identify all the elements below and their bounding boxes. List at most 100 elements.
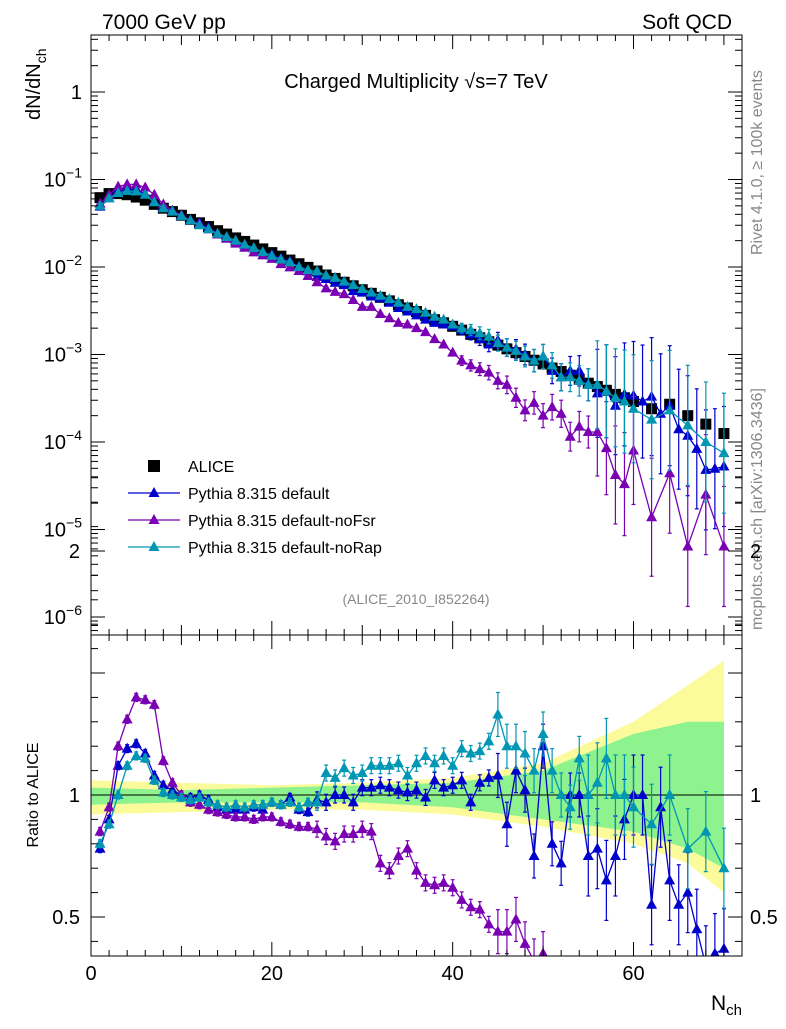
ratio-data-point <box>248 798 260 809</box>
data-point <box>203 223 215 234</box>
data-point <box>664 404 676 415</box>
data-point <box>628 402 639 413</box>
ratio-data-point <box>139 752 151 763</box>
ratio-data-point <box>429 774 441 785</box>
ratio-data-point <box>212 798 224 809</box>
main-y-axis-label: dN/dNch <box>23 49 49 121</box>
ratio-data-point <box>637 789 649 799</box>
ratio-data-point <box>103 801 115 812</box>
data-point <box>591 378 603 389</box>
ratio-data-point <box>609 850 621 860</box>
ytick-base: 10 <box>44 170 66 192</box>
data-point <box>646 413 658 424</box>
data-point <box>302 264 314 275</box>
ratio-data-point <box>447 779 459 790</box>
ratio-curves <box>94 691 730 956</box>
ratio-data-point <box>519 784 531 795</box>
ratio-data-point <box>492 769 504 780</box>
data-point <box>573 374 585 385</box>
main-ylabel-sub: ch <box>33 49 49 64</box>
main-curves <box>94 178 730 608</box>
ratio-data-point <box>528 850 540 860</box>
ratio-data-point <box>356 781 368 792</box>
ratio-data-point <box>501 818 513 829</box>
data-point <box>429 333 441 344</box>
ratio-data-point <box>501 740 513 751</box>
ratio-data-point <box>320 796 332 807</box>
ratio-data-point <box>700 825 712 836</box>
data-point <box>501 341 513 352</box>
data-point <box>411 322 422 333</box>
ytick-base: 10 <box>44 520 66 542</box>
ratio-data-point <box>383 864 395 875</box>
ratio-data-point <box>374 857 386 868</box>
data-point <box>492 374 504 385</box>
ratio-data-point <box>157 754 169 765</box>
data-point <box>582 378 594 389</box>
ratio-data-point <box>94 825 106 836</box>
data-point <box>546 359 558 370</box>
data-point <box>166 205 178 216</box>
ratio-data-point <box>121 713 133 724</box>
data-point <box>600 442 612 453</box>
data-point <box>329 271 341 282</box>
ratio-data-point <box>573 752 585 763</box>
data-point <box>311 265 323 276</box>
data-point <box>392 301 404 312</box>
ratio-data-point <box>673 898 685 909</box>
ratio-xtick-label: 40 <box>442 963 464 985</box>
ratio-y-ticks: 0.5 0.5 1 1 2 2 <box>52 477 778 942</box>
ratio-data-point <box>347 769 359 780</box>
data-point <box>275 253 287 264</box>
data-point <box>664 467 676 478</box>
ratio-data-point <box>465 796 477 807</box>
ratio-data-point <box>438 876 450 887</box>
header-left: 7000 GeV pp <box>102 11 226 34</box>
ratio-data-point <box>465 747 477 758</box>
data-point <box>573 420 585 431</box>
ratio-data-point <box>166 789 178 799</box>
data-point <box>718 447 730 458</box>
ytick-base: 10 <box>44 432 66 454</box>
data-point <box>365 286 377 297</box>
data-point <box>320 269 332 280</box>
ratio-data-point <box>710 947 720 956</box>
data-point <box>537 350 549 361</box>
ratio-xtick-label: 0 <box>85 963 96 985</box>
data-point <box>356 300 368 311</box>
ratio-data-point <box>365 825 377 836</box>
data-point <box>474 363 486 374</box>
data-point <box>420 306 432 317</box>
ratio-data-point <box>664 874 676 885</box>
legend-label: Pythia 8.315 default-noFsr <box>188 513 376 530</box>
data-point <box>483 366 495 377</box>
data-point <box>564 430 576 441</box>
ratio-data-point <box>682 842 694 853</box>
ratio-data-point <box>420 876 432 887</box>
ratio-data-point <box>609 789 621 799</box>
ratio-data-point <box>121 759 133 770</box>
ratio-data-point <box>655 801 667 812</box>
ratio-data-point <box>329 835 341 846</box>
ratio-data-point <box>646 818 658 829</box>
ratio-ytick-label-right: 0.5 <box>750 907 778 929</box>
ratio-data-point <box>420 749 432 760</box>
ratio-series-1 <box>94 691 548 956</box>
data-point <box>429 316 441 327</box>
data-point <box>139 194 151 206</box>
ratio-ytick-label-right: 2 <box>750 541 761 563</box>
side-mcplots-label: mcplots.cern.ch [arXiv:1306.3436] <box>749 388 766 630</box>
data-point <box>139 188 151 199</box>
data-point <box>420 326 432 337</box>
data-point <box>112 187 124 198</box>
data-point <box>465 359 477 370</box>
data-point <box>130 191 142 203</box>
data-point <box>519 404 531 415</box>
ratio-y-axis-label: Ratio to ALICE <box>25 743 42 848</box>
ratio-data-point <box>492 708 504 719</box>
data-point <box>329 285 341 296</box>
main-ytick-label: 10−1 <box>44 165 82 192</box>
main-ytick-label: 1 <box>71 82 82 104</box>
data-point <box>374 308 386 319</box>
data-point <box>338 275 350 286</box>
